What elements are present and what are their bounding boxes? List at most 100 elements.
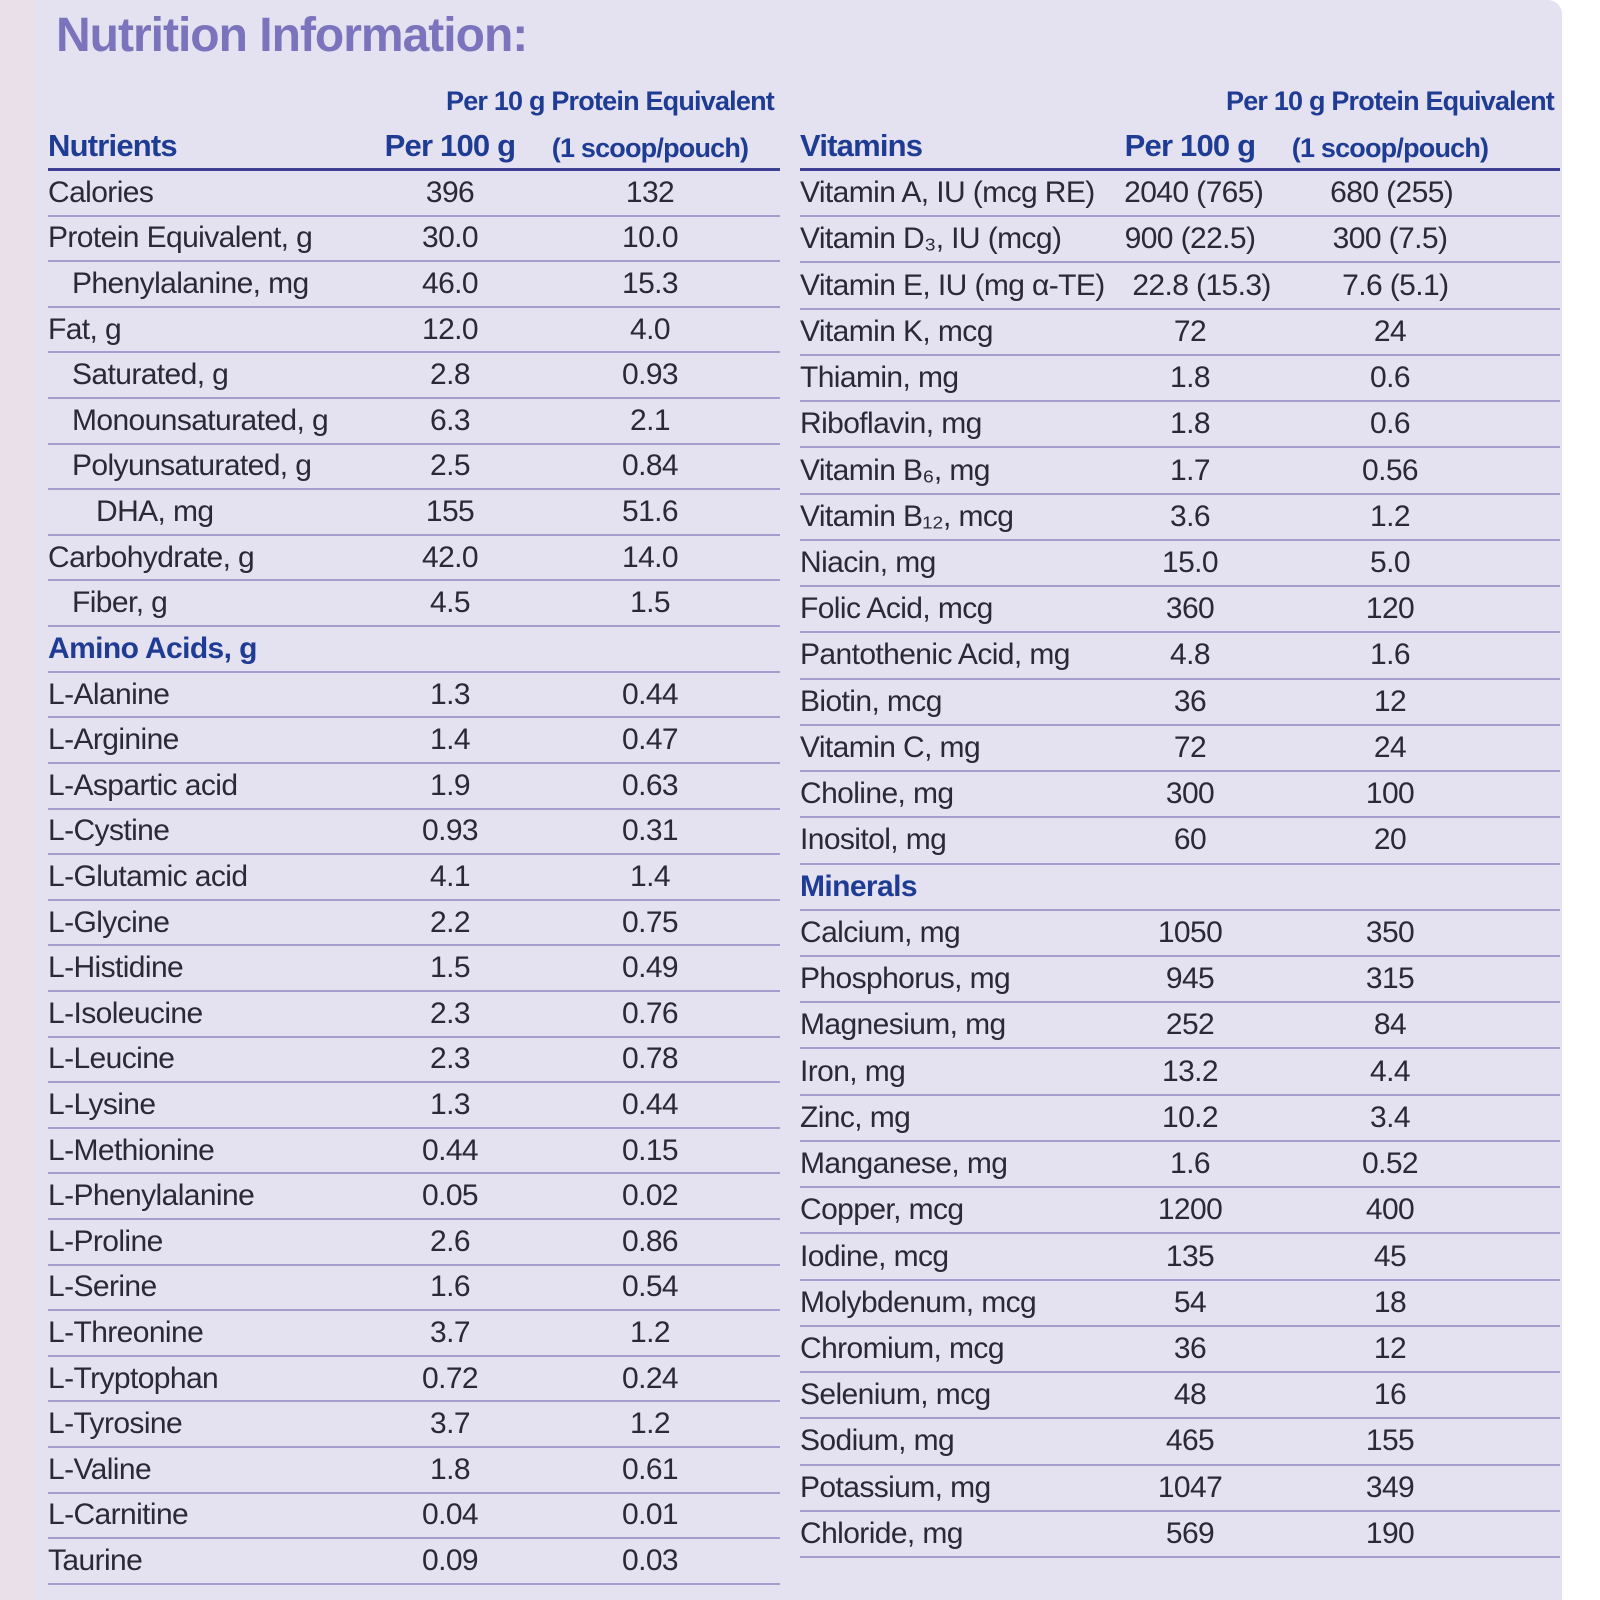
value-per-100g: 465: [1165, 1424, 1215, 1458]
value-per-100g: 2.8: [430, 358, 471, 392]
table-row: Vitamin A, IU (mcg RE) 2040 (765) 680 (255…: [800, 171, 1560, 218]
table-row: L-Glutamic acid 4.1 1.4: [48, 855, 780, 901]
row-label: L-Phenylalanine: [48, 1179, 255, 1213]
value-per-100g: 1200: [1157, 1193, 1223, 1227]
table-row: Sodium, mg 465 155: [800, 1419, 1560, 1466]
table-row: L-Proline 2.6 0.86: [48, 1220, 780, 1266]
vitamins-table-header: Per 10 g Protein Equivalent Vitamins Per…: [800, 86, 1560, 171]
table-row: L-Leucine 2.3 0.78: [48, 1038, 780, 1084]
row-label: L-Glutamic acid: [48, 859, 248, 893]
value-per-100g: 0.04: [422, 1498, 479, 1532]
table-row: DHA, mg 155 51.6: [48, 490, 780, 536]
value-per-10g: 0.03: [622, 1544, 679, 1578]
row-label: Potassium, mg: [800, 1470, 991, 1504]
value-per-10g: 4.0: [630, 312, 671, 346]
value-per-10g: 0.01: [622, 1498, 679, 1532]
table-row: Inositol, mg 60 20: [800, 818, 1560, 865]
value-per-10g: 51.6: [622, 495, 679, 529]
row-label: Saturated, g: [72, 358, 229, 392]
table-row: Iron, mg 13.2 4.4: [800, 1049, 1560, 1096]
value-per-10g: 5.0: [1370, 545, 1411, 579]
row-label: L-Isoleucine: [48, 996, 203, 1030]
table-row: Vitamin B₆, mg 1.7 0.56: [800, 448, 1560, 495]
value-per-10g: 20: [1373, 823, 1407, 857]
value-per-100g: 42.0: [422, 540, 479, 574]
row-label: Niacin, mg: [800, 545, 936, 579]
header-per-10g-protein-equivalent: Per 10 g Protein Equivalent: [1225, 86, 1555, 116]
value-per-10g: 84: [1373, 1008, 1407, 1042]
value-per-100g: 1.5: [430, 951, 471, 985]
value-per-100g: 46.0: [422, 267, 479, 301]
value-per-10g: 132: [625, 175, 675, 209]
value-per-10g: 0.31: [622, 814, 679, 848]
value-per-10g: 1.2: [630, 1407, 671, 1441]
row-label: Phosphorus, mg: [800, 962, 1011, 996]
value-per-10g: 0.52: [1362, 1147, 1419, 1181]
row-label: Chloride, mg: [800, 1516, 963, 1550]
value-per-100g: 2.3: [430, 996, 471, 1030]
value-per-10g: 24: [1373, 730, 1407, 764]
row-label: DHA, mg: [96, 495, 214, 529]
value-per-100g: 36: [1173, 1331, 1207, 1365]
table-row: Riboflavin, mg 1.8 0.6: [800, 402, 1560, 449]
section-title: Minerals: [800, 869, 918, 903]
value-per-10g: 350: [1365, 915, 1415, 949]
row-label: L-Tyrosine: [48, 1407, 183, 1441]
table-row: Folic Acid, mcg 360 120: [800, 587, 1560, 634]
table-row: L-Tryptophan 0.72 0.24: [48, 1357, 780, 1403]
table-row: Calcium, mg 1050 350: [800, 911, 1560, 957]
row-label: L-Threonine: [48, 1316, 204, 1350]
value-per-100g: 569: [1165, 1516, 1215, 1550]
value-per-10g: 0.44: [622, 1087, 679, 1121]
value-per-10g: 0.93: [622, 358, 679, 392]
header-nutrients: Nutrients: [48, 128, 178, 163]
value-per-10g: 18: [1373, 1285, 1407, 1319]
table-row: L-Carnitine 0.04 0.01: [48, 1494, 780, 1540]
table-row: Phosphorus, mg 945 315: [800, 957, 1560, 1004]
value-per-10g: 0.6: [1370, 407, 1411, 441]
table-row: Niacin, mg 15.0 5.0: [800, 541, 1560, 588]
nutrients-table-header: Per 10 g Protein Equivalent Nutrients Pe…: [48, 86, 780, 171]
table-row: Protein Equivalent, g 30.0 10.0: [48, 217, 780, 263]
value-per-10g: 349: [1365, 1470, 1415, 1504]
value-per-10g: 3.4: [1370, 1100, 1411, 1134]
row-label: Choline, mg: [800, 777, 954, 811]
value-per-100g: 36: [1173, 684, 1207, 718]
row-label: Folic Acid, mcg: [800, 592, 993, 626]
row-label: Vitamin C, mg: [800, 730, 981, 764]
value-per-100g: 1.6: [1170, 1147, 1211, 1181]
table-row: Phenylalanine, mg 46.0 15.3: [48, 262, 780, 308]
value-per-10g: 0.63: [622, 768, 679, 802]
value-per-100g: 60: [1173, 823, 1207, 857]
row-label: L-Carnitine: [48, 1498, 189, 1532]
value-per-100g: 48: [1173, 1378, 1207, 1412]
header-per-100g: Per 100 g: [1124, 128, 1256, 163]
vitamins-minerals-table-rows: Vitamin A, IU (mcg RE) 2040 (765) 680 (255…: [800, 171, 1560, 1559]
value-per-100g: 72: [1173, 730, 1207, 764]
value-per-100g: 3.7: [430, 1316, 471, 1350]
row-label: L-Proline: [48, 1224, 163, 1258]
row-label: L-Lysine: [48, 1087, 156, 1121]
value-per-10g: 15.3: [622, 267, 679, 301]
table-row: L-Lysine 1.3 0.44: [48, 1083, 780, 1129]
value-per-10g: 1.2: [630, 1316, 671, 1350]
table-row: L-Glycine 2.2 0.75: [48, 901, 780, 947]
value-per-10g: 315: [1365, 962, 1415, 996]
row-label: L-Glycine: [48, 905, 170, 939]
table-row: L-Alanine 1.3 0.44: [48, 673, 780, 719]
section-header-row: Amino Acids, g: [48, 627, 780, 673]
table-row: Copper, mcg 1200 400: [800, 1188, 1560, 1235]
value-per-100g: 2.3: [430, 1042, 471, 1076]
table-row: Zinc, mg 10.2 3.4: [800, 1096, 1560, 1142]
vitamins-minerals-table: Per 10 g Protein Equivalent Vitamins Per…: [800, 86, 1560, 1559]
table-row: L-Phenylalanine 0.05 0.02: [48, 1174, 780, 1221]
header-per-10g-protein-equivalent: Per 10 g Protein Equivalent: [445, 86, 775, 116]
value-per-10g: 24: [1373, 314, 1407, 348]
row-label: Fat, g: [48, 312, 122, 346]
row-label: Taurine: [48, 1544, 143, 1578]
value-per-10g: 0.56: [1362, 453, 1419, 487]
table-row: L-Arginine 1.4 0.47: [48, 718, 780, 764]
table-row: Vitamin C, mg 72 24: [800, 726, 1560, 773]
value-per-100g: 1.6: [430, 1270, 471, 1304]
